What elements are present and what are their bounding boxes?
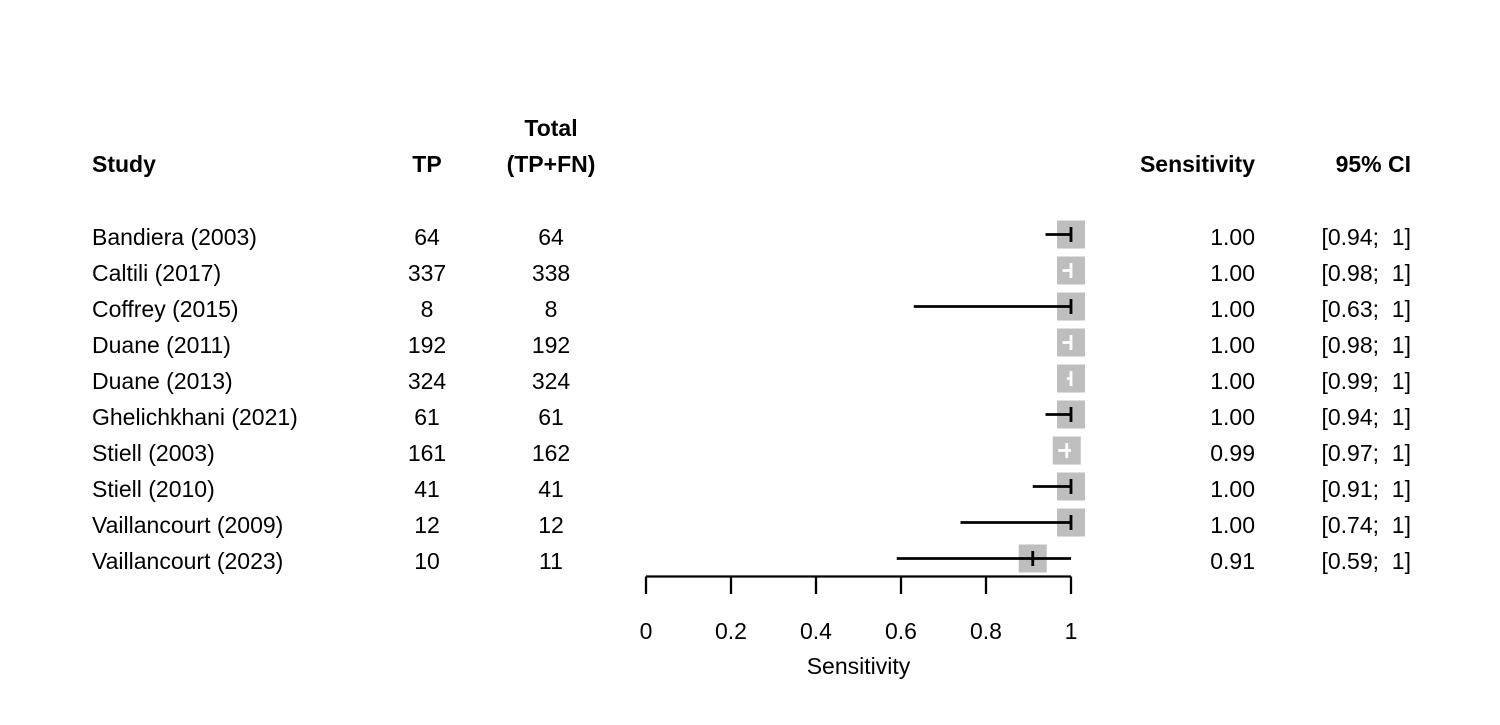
study-name-cell: Caltili (2017)	[92, 260, 222, 286]
total-cell: 41	[538, 476, 564, 502]
sensitivity-cell: 1.00	[1210, 404, 1255, 430]
sensitivity-cell: 0.99	[1210, 440, 1255, 466]
ci-cell: [0.99; 1]	[1321, 368, 1411, 394]
table-row: Duane (2011) 192 192 1.00 [0.98; 1]	[0, 327, 1500, 363]
x-axis-title: Sensitivity	[807, 653, 911, 679]
total-cell: 338	[531, 260, 571, 286]
ci-cell: [0.94; 1]	[1321, 404, 1411, 430]
study-name-cell: Duane (2013)	[92, 368, 233, 394]
total-cell: 12	[538, 512, 564, 538]
x-tick-label: 0.8	[970, 618, 1002, 644]
ci-cell: [0.63; 1]	[1321, 296, 1411, 322]
tp-cell: 10	[414, 548, 440, 574]
column-header-95ci: 95% CI	[1335, 151, 1411, 177]
ci-cell: [0.59; 1]	[1321, 548, 1411, 574]
sensitivity-cell: 1.00	[1210, 368, 1255, 394]
table-row: Duane (2013) 324 324 1.00 [0.99; 1]	[0, 363, 1500, 399]
table-row: Vaillancourt (2023) 10 11 0.91 [0.59; 1]	[0, 543, 1500, 579]
column-header-total-line1: Total	[524, 115, 578, 141]
study-name-cell: Vaillancourt (2023)	[92, 548, 284, 574]
ci-cell: [0.98; 1]	[1321, 332, 1411, 358]
sensitivity-cell: 1.00	[1210, 296, 1255, 322]
total-cell: 11	[539, 548, 563, 574]
total-cell: 324	[531, 368, 571, 394]
column-header-total-line2: (TP+FN)	[506, 151, 596, 177]
tp-cell: 64	[414, 224, 440, 250]
x-tick-label: 0.4	[800, 618, 832, 644]
x-tick-label: 1	[1065, 618, 1078, 644]
study-name-cell: Stiell (2010)	[92, 476, 215, 502]
table-row: Stiell (2003) 161 162 0.99 [0.97; 1]	[0, 435, 1500, 471]
study-name-cell: Bandiera (2003)	[92, 224, 257, 250]
table-row: Vaillancourt (2009) 12 12 1.00 [0.74; 1]	[0, 507, 1500, 543]
column-header-tp: TP	[412, 151, 442, 177]
x-tick-label: 0.6	[885, 618, 917, 644]
table-row: Ghelichkhani (2021) 61 61 1.00 [0.94; 1]	[0, 399, 1500, 435]
sensitivity-cell: 0.91	[1210, 548, 1255, 574]
sensitivity-cell: 1.00	[1210, 260, 1255, 286]
study-name-cell: Duane (2011)	[92, 332, 231, 358]
total-cell: 8	[544, 296, 558, 322]
tp-cell: 324	[407, 368, 447, 394]
ci-cell: [0.74; 1]	[1321, 512, 1411, 538]
tp-cell: 161	[407, 440, 447, 466]
column-header-study: Study	[92, 151, 156, 177]
sensitivity-cell: 1.00	[1210, 476, 1255, 502]
table-row: Stiell (2010) 41 41 1.00 [0.91; 1]	[0, 471, 1500, 507]
sensitivity-cell: 1.00	[1210, 332, 1255, 358]
total-cell: 192	[531, 332, 571, 358]
ci-cell: [0.97; 1]	[1321, 440, 1411, 466]
tp-cell: 61	[414, 404, 440, 430]
ci-cell: [0.98; 1]	[1321, 260, 1411, 286]
tp-cell: 41	[414, 476, 440, 502]
tp-cell: 337	[407, 260, 447, 286]
total-cell: 162	[531, 440, 571, 466]
total-cell: 64	[538, 224, 564, 250]
tp-cell: 192	[407, 332, 447, 358]
ci-cell: [0.94; 1]	[1321, 224, 1411, 250]
x-tick-label: 0	[640, 618, 653, 644]
table-row: Coffrey (2015) 8 8 1.00 [0.63; 1]	[0, 291, 1500, 327]
study-name-cell: Stiell (2003)	[92, 440, 215, 466]
tp-cell: 12	[414, 512, 440, 538]
table-row: Bandiera (2003) 64 64 1.00 [0.94; 1]	[0, 219, 1500, 255]
total-cell: 61	[538, 404, 564, 430]
table-row: Caltili (2017) 337 338 1.00 [0.98; 1]	[0, 255, 1500, 291]
study-table: Bandiera (2003) 64 64 1.00 [0.94; 1] Cal…	[0, 219, 1500, 579]
sensitivity-cell: 1.00	[1210, 224, 1255, 250]
tp-cell: 8	[420, 296, 434, 322]
study-name-cell: Vaillancourt (2009)	[92, 512, 284, 538]
x-tick-label: 0.2	[715, 618, 747, 644]
ci-cell: [0.91; 1]	[1321, 476, 1411, 502]
column-header-sensitivity: Sensitivity	[1139, 151, 1255, 177]
study-name-cell: Coffrey (2015)	[92, 296, 239, 322]
sensitivity-cell: 1.00	[1210, 512, 1255, 538]
study-name-cell: Ghelichkhani (2021)	[92, 404, 298, 430]
